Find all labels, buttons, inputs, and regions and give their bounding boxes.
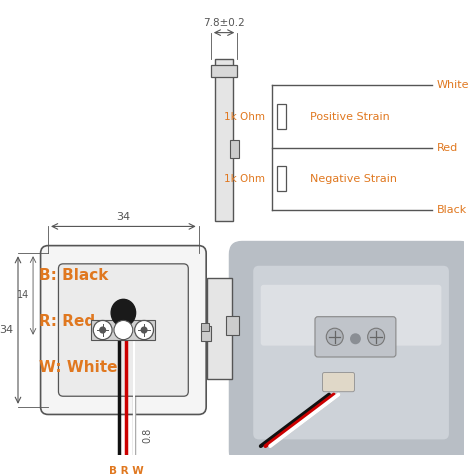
- Bar: [230, 140, 239, 158]
- Text: Red: Red: [437, 143, 458, 153]
- Bar: [226, 316, 239, 335]
- Text: W: White: W: White: [39, 360, 117, 375]
- FancyBboxPatch shape: [41, 246, 206, 414]
- Bar: [211, 65, 237, 77]
- Bar: [201, 323, 209, 331]
- Circle shape: [93, 320, 112, 340]
- Text: 34: 34: [116, 211, 130, 222]
- Text: 0.8: 0.8: [143, 428, 153, 443]
- Ellipse shape: [111, 300, 136, 326]
- Circle shape: [351, 334, 360, 344]
- Text: White: White: [437, 81, 469, 91]
- Text: Negative Strain: Negative Strain: [310, 174, 397, 184]
- FancyBboxPatch shape: [253, 266, 449, 439]
- Bar: [215, 59, 234, 221]
- FancyBboxPatch shape: [261, 285, 441, 346]
- FancyBboxPatch shape: [229, 241, 474, 465]
- FancyBboxPatch shape: [315, 317, 396, 357]
- Text: 7.8±0.2: 7.8±0.2: [203, 18, 245, 28]
- Circle shape: [141, 327, 147, 333]
- Bar: [277, 166, 286, 191]
- FancyBboxPatch shape: [58, 264, 188, 396]
- Text: 14: 14: [17, 291, 29, 301]
- FancyBboxPatch shape: [322, 373, 355, 392]
- Circle shape: [135, 320, 154, 340]
- Text: 34: 34: [0, 325, 13, 335]
- Circle shape: [326, 328, 343, 346]
- Bar: [91, 320, 155, 340]
- Bar: [277, 104, 286, 129]
- Text: Black: Black: [437, 205, 467, 215]
- Text: B R W: B R W: [109, 466, 144, 474]
- Text: R: Red: R: Red: [39, 314, 95, 329]
- Bar: [207, 278, 232, 379]
- Circle shape: [114, 320, 133, 340]
- Text: B: Black: B: Black: [39, 268, 108, 283]
- Circle shape: [368, 328, 384, 346]
- Circle shape: [100, 327, 106, 333]
- Text: 1k Ohm: 1k Ohm: [224, 174, 264, 184]
- Text: 1k Ohm: 1k Ohm: [224, 111, 264, 121]
- Bar: [201, 326, 211, 341]
- Text: Positive Strain: Positive Strain: [310, 111, 390, 121]
